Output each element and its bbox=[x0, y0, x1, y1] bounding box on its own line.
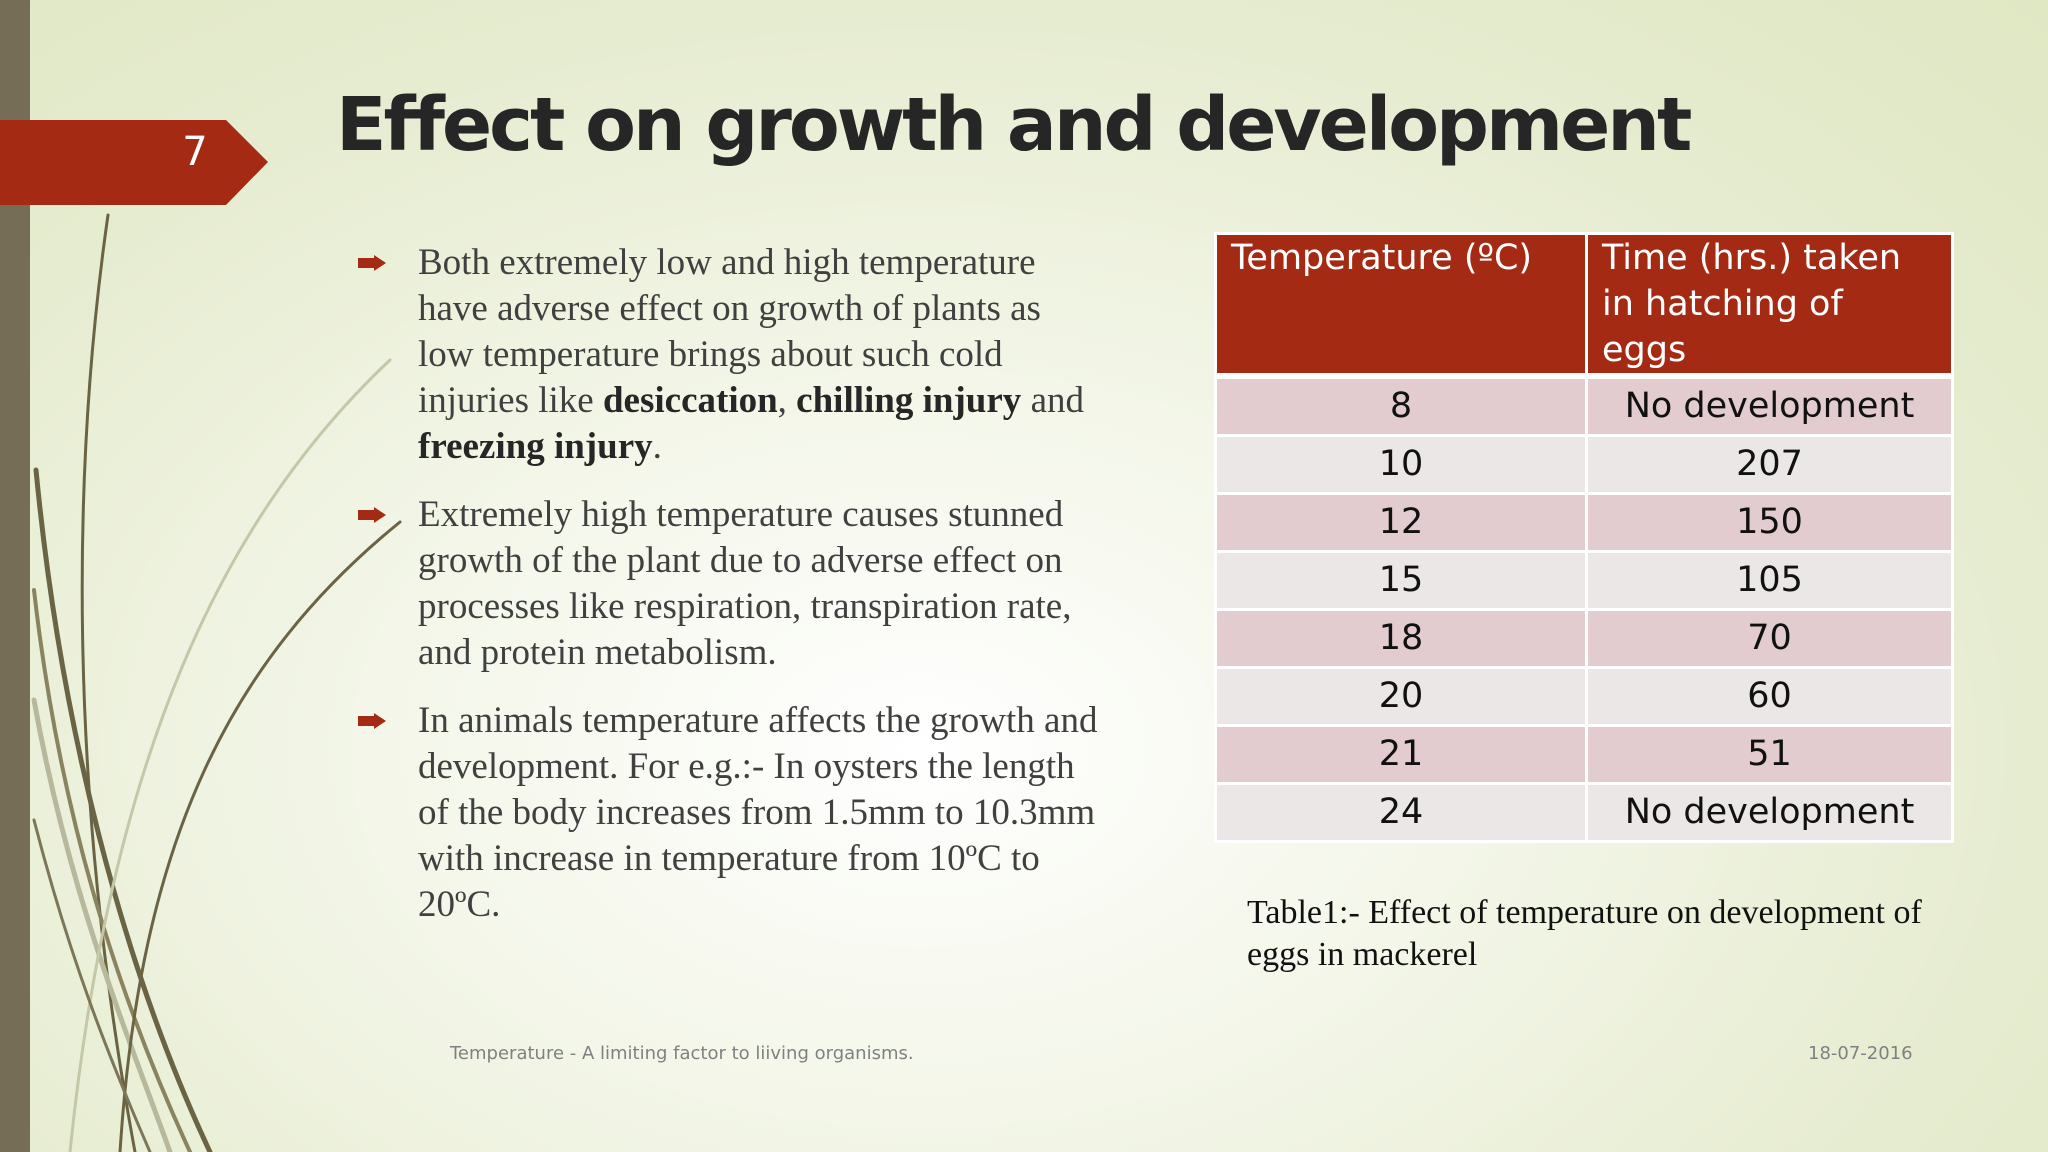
bullet-item: In animals temperature affects the growt… bbox=[358, 698, 1098, 928]
temperature-cell: 8 bbox=[1214, 374, 1588, 437]
slide-title: Effect on growth and development bbox=[336, 82, 1692, 168]
bullet-text: In animals temperature affects the growt… bbox=[418, 700, 1097, 925]
hatching-time-cell: No development bbox=[1585, 782, 1954, 843]
table-header-row: Temperature (ºC) Time (hrs.) taken in ha… bbox=[1214, 232, 1954, 379]
bullet-text-segment: and bbox=[1021, 380, 1084, 421]
bullet-item: Extremely high temperature causes stunne… bbox=[358, 492, 1098, 676]
slide-number-tab bbox=[0, 120, 268, 205]
bullet-bold-term: desiccation bbox=[602, 380, 778, 421]
footer-text: Temperature - A limiting factor to liivi… bbox=[450, 1043, 914, 1064]
decorative-swoosh-lines bbox=[31, 213, 402, 1152]
arrow-bullet-icon bbox=[358, 255, 386, 271]
slide-number: 7 bbox=[182, 129, 208, 175]
bullet-item: Both extremely low and high temperature … bbox=[358, 240, 1098, 470]
data-table-container: Temperature (ºC) Time (hrs.) taken in ha… bbox=[1214, 232, 1954, 862]
table-header-temperature: Temperature (ºC) bbox=[1214, 232, 1588, 379]
bullet-text: Both extremely low and high temperature … bbox=[418, 242, 1084, 467]
footer-date: 18-07-2016 bbox=[1808, 1043, 1913, 1064]
temperature-cell: 15 bbox=[1214, 550, 1588, 611]
bullet-bold-term: chilling injury bbox=[796, 380, 1022, 421]
hatching-time-cell: 70 bbox=[1585, 608, 1954, 669]
table-row: 12 150 bbox=[1214, 492, 1954, 553]
table-row: 15 105 bbox=[1214, 550, 1954, 611]
table-row: 20 60 bbox=[1214, 666, 1954, 727]
hatching-time-cell: 60 bbox=[1585, 666, 1954, 727]
bullet-text-segment: Extremely high temperature causes stunne… bbox=[418, 494, 1072, 673]
table-body: 8 No development 10 207 12 150 15 105 18 70 20 60 21… bbox=[1214, 374, 1954, 843]
bullet-text: Extremely high temperature causes stunne… bbox=[418, 494, 1071, 673]
table-row: 18 70 bbox=[1214, 608, 1954, 669]
temperature-cell: 21 bbox=[1214, 724, 1588, 785]
temperature-cell: 20 bbox=[1214, 666, 1588, 727]
bullet-list: Both extremely low and high temperature … bbox=[358, 240, 1098, 950]
temperature-cell: 12 bbox=[1214, 492, 1588, 553]
table-row: 24 No development bbox=[1214, 782, 1954, 843]
hatching-time-cell: 51 bbox=[1585, 724, 1954, 785]
table-row: 8 No development bbox=[1214, 374, 1954, 437]
table-caption: Table1:- Effect of temperature on develo… bbox=[1247, 894, 1922, 973]
temperature-cell: 18 bbox=[1214, 608, 1588, 669]
table-header-hatching-time: Time (hrs.) taken in hatching of eggs bbox=[1585, 232, 1954, 379]
table-row: 21 51 bbox=[1214, 724, 1954, 785]
temperature-cell: 24 bbox=[1214, 782, 1588, 843]
table-row: 10 207 bbox=[1214, 434, 1954, 495]
bullet-text-segment: , bbox=[777, 380, 797, 421]
data-table: Temperature (ºC) Time (hrs.) taken in ha… bbox=[1214, 232, 1954, 843]
bullet-bold-term: freezing injury bbox=[418, 426, 653, 467]
hatching-time-cell: 207 bbox=[1585, 434, 1954, 495]
temperature-cell: 10 bbox=[1214, 434, 1588, 495]
bullet-text-segment: In animals temperature affects the growt… bbox=[418, 700, 1098, 925]
arrow-bullet-icon bbox=[358, 713, 386, 729]
hatching-time-cell: 105 bbox=[1585, 550, 1954, 611]
bullet-text-segment: . bbox=[652, 426, 662, 467]
hatching-time-cell: No development bbox=[1585, 374, 1954, 437]
hatching-time-cell: 150 bbox=[1585, 492, 1954, 553]
bullet-text-segment: Both extremely low and high temperature … bbox=[418, 242, 1041, 421]
arrow-bullet-icon bbox=[358, 507, 386, 523]
